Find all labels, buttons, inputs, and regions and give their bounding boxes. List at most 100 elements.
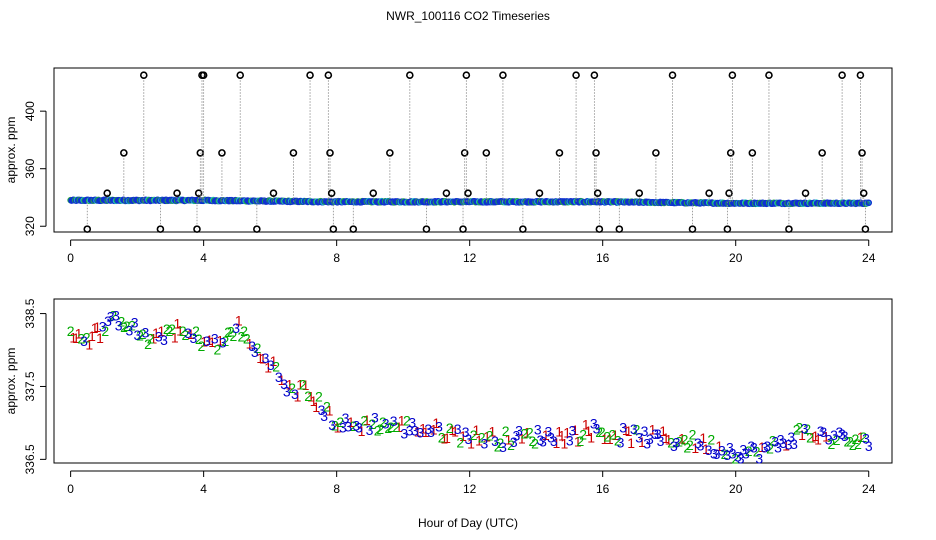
bottom-series-3-marker: 3 (545, 424, 553, 440)
bottom-series-3-marker: 3 (742, 446, 750, 462)
bottom-series-3-marker: 3 (371, 410, 379, 426)
bottom-series-2-marker: 2 (168, 321, 176, 337)
top-flagged-point (535, 189, 544, 197)
bottom-y-axis-label: approx. ppm (4, 348, 18, 415)
bottom-series-2-marker: 2 (520, 426, 528, 442)
top-y-tick-label: 400 (23, 101, 37, 121)
top-flagged-point (326, 149, 334, 157)
bottom-series-2-marker: 2 (686, 437, 694, 453)
bottom-series-1-marker: 1 (483, 428, 491, 444)
bottom-series-1-marker: 1 (256, 350, 264, 366)
bottom-series-2-marker: 2 (806, 430, 814, 446)
bottom-series-2-marker: 2 (144, 336, 152, 352)
bottom-x-tick-label: 4 (200, 482, 207, 496)
bottom-series-3-marker: 3 (763, 438, 771, 454)
bottom-series-2-marker: 2 (683, 440, 691, 456)
bottom-series-2-marker: 2 (502, 423, 510, 439)
bottom-series-3-marker: 3 (424, 421, 432, 437)
bottom-series-2-marker: 2 (675, 434, 683, 450)
bottom-series-1-marker: 1 (542, 427, 550, 443)
bottom-series-1-marker: 1 (363, 412, 371, 428)
top-flagged-point (555, 149, 564, 157)
bottom-series-1-marker: 1 (472, 422, 480, 438)
top-flagged-point (329, 225, 338, 233)
top-plot-frame (53, 67, 893, 233)
bottom-series-3-marker: 3 (203, 333, 211, 349)
bottom-series-1-marker: 1 (235, 312, 243, 328)
bottom-x-tick-label: 8 (333, 482, 340, 496)
bottom-series-2-marker: 2 (331, 417, 339, 433)
top-flagged-point (236, 71, 245, 79)
bottom-series-1-marker: 1 (467, 435, 475, 451)
top-flagged-point (652, 149, 660, 157)
bottom-series-3-marker: 3 (219, 335, 227, 351)
top-flagged-point (615, 225, 624, 233)
bottom-series-2-marker: 2 (609, 427, 617, 443)
bottom-series-2-marker: 2 (123, 318, 131, 334)
bottom-series-3-marker: 3 (512, 427, 520, 443)
bottom-series-3-marker: 3 (427, 424, 435, 440)
bottom-series-1-marker: 1 (622, 422, 630, 438)
bottom-series-3-marker: 3 (400, 425, 408, 441)
bottom-series-2-marker: 2 (531, 436, 539, 452)
bottom-series-3-marker: 3 (593, 421, 601, 437)
top-flagged-point (386, 149, 394, 157)
bottom-series-3-marker: 3 (248, 338, 256, 354)
bottom-series-2-marker: 2 (529, 433, 537, 449)
top-flagged-point (193, 225, 201, 233)
bottom-series-3-marker: 3 (115, 318, 123, 334)
top-y-tick-label: 360 (23, 158, 37, 178)
bottom-series-1-marker: 1 (200, 333, 208, 349)
bottom-series-2-marker: 2 (526, 425, 534, 441)
bottom-series-1-marker: 1 (294, 389, 302, 405)
bottom-series-3-marker: 3 (184, 325, 192, 341)
bottom-series-1-marker: 1 (206, 332, 214, 348)
bottom-series-1-marker: 1 (72, 330, 80, 346)
bottom-series-1-marker: 1 (96, 330, 104, 346)
bottom-series-2-marker: 2 (243, 331, 251, 347)
top-baseline-segment (326, 197, 470, 206)
bottom-series-1-marker: 1 (488, 423, 496, 439)
bottom-series-3-marker: 3 (569, 423, 577, 439)
top-flagged-point (306, 71, 314, 79)
bottom-series-2-marker: 2 (603, 428, 611, 444)
bottom-series-1-marker: 1 (398, 413, 406, 429)
bottom-series-1-marker: 1 (91, 320, 99, 336)
bottom-x-axis: 0 4 8 12 16 20 24 (67, 470, 876, 496)
top-baseline-segment (463, 197, 603, 206)
top-flagged-point (499, 71, 507, 79)
bottom-series-1-marker: 1 (758, 439, 766, 455)
bottom-series-2-marker: 2 (272, 358, 280, 374)
bottom-series-1-marker: 1 (246, 335, 254, 351)
bottom-plot-frame (53, 298, 893, 464)
bottom-series-1-marker: 1 (286, 376, 294, 392)
bottom-series-1-marker: 1 (171, 329, 179, 345)
top-baseline-segment (67, 196, 204, 205)
top-flagged-point (199, 71, 208, 79)
bottom-series-1-marker: 1 (582, 416, 590, 432)
top-y-axis: 320 360 400 (23, 101, 47, 236)
bottom-series-1-marker: 1 (326, 402, 334, 418)
bottom-series-2-marker: 2 (793, 422, 801, 438)
bottom-series-2-marker: 2 (731, 451, 739, 467)
bottom-series-3-marker: 3 (344, 419, 352, 435)
bottom-series-2-marker: 2 (859, 429, 867, 445)
bottom-x-tick-label: 20 (729, 482, 743, 496)
top-flagged-point (218, 149, 226, 157)
bottom-series-2-marker: 2 (101, 323, 109, 339)
top-flagged-point (725, 189, 733, 197)
top-flagged-point (726, 149, 735, 157)
bottom-series-1-marker: 1 (414, 424, 422, 440)
top-x-tick-label: 0 (67, 251, 74, 265)
bottom-series-2-marker: 2 (851, 431, 859, 447)
bottom-series-3-marker: 3 (480, 436, 488, 452)
bottom-series-1-marker: 1 (432, 415, 440, 431)
bottom-series-2-marker: 2 (470, 427, 478, 443)
bottom-series-2-marker: 2 (854, 436, 862, 452)
bottom-series-3-marker: 3 (352, 418, 360, 434)
top-baseline-segment (729, 199, 873, 208)
bottom-series-3-marker: 3 (654, 426, 662, 442)
top-flagged-point (349, 225, 358, 233)
